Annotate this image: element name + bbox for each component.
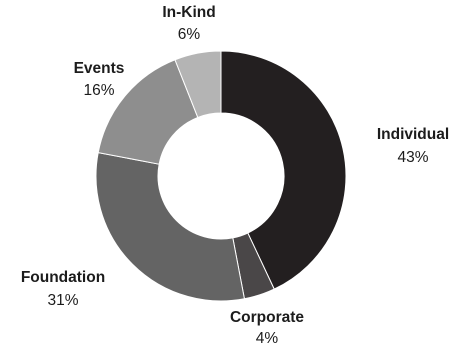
slice-label-foundation: Foundation bbox=[21, 269, 105, 286]
slice-value-corporate: 4% bbox=[256, 330, 279, 347]
slice-individual bbox=[220, 50, 347, 290]
slice-value-in-kind: 6% bbox=[178, 26, 201, 43]
slice-label-corporate: Corporate bbox=[230, 309, 304, 326]
slice-in-kind bbox=[174, 50, 222, 119]
slice-value-events: 16% bbox=[83, 82, 114, 99]
slice-value-foundation: 31% bbox=[47, 292, 78, 309]
slice-label-events: Events bbox=[74, 60, 125, 77]
slice-value-individual: 43% bbox=[397, 149, 428, 166]
slice-label-individual: Individual bbox=[377, 126, 449, 143]
slice-foundation bbox=[95, 151, 246, 302]
donut-slices bbox=[95, 50, 347, 302]
slice-label-in-kind: In-Kind bbox=[162, 4, 215, 21]
